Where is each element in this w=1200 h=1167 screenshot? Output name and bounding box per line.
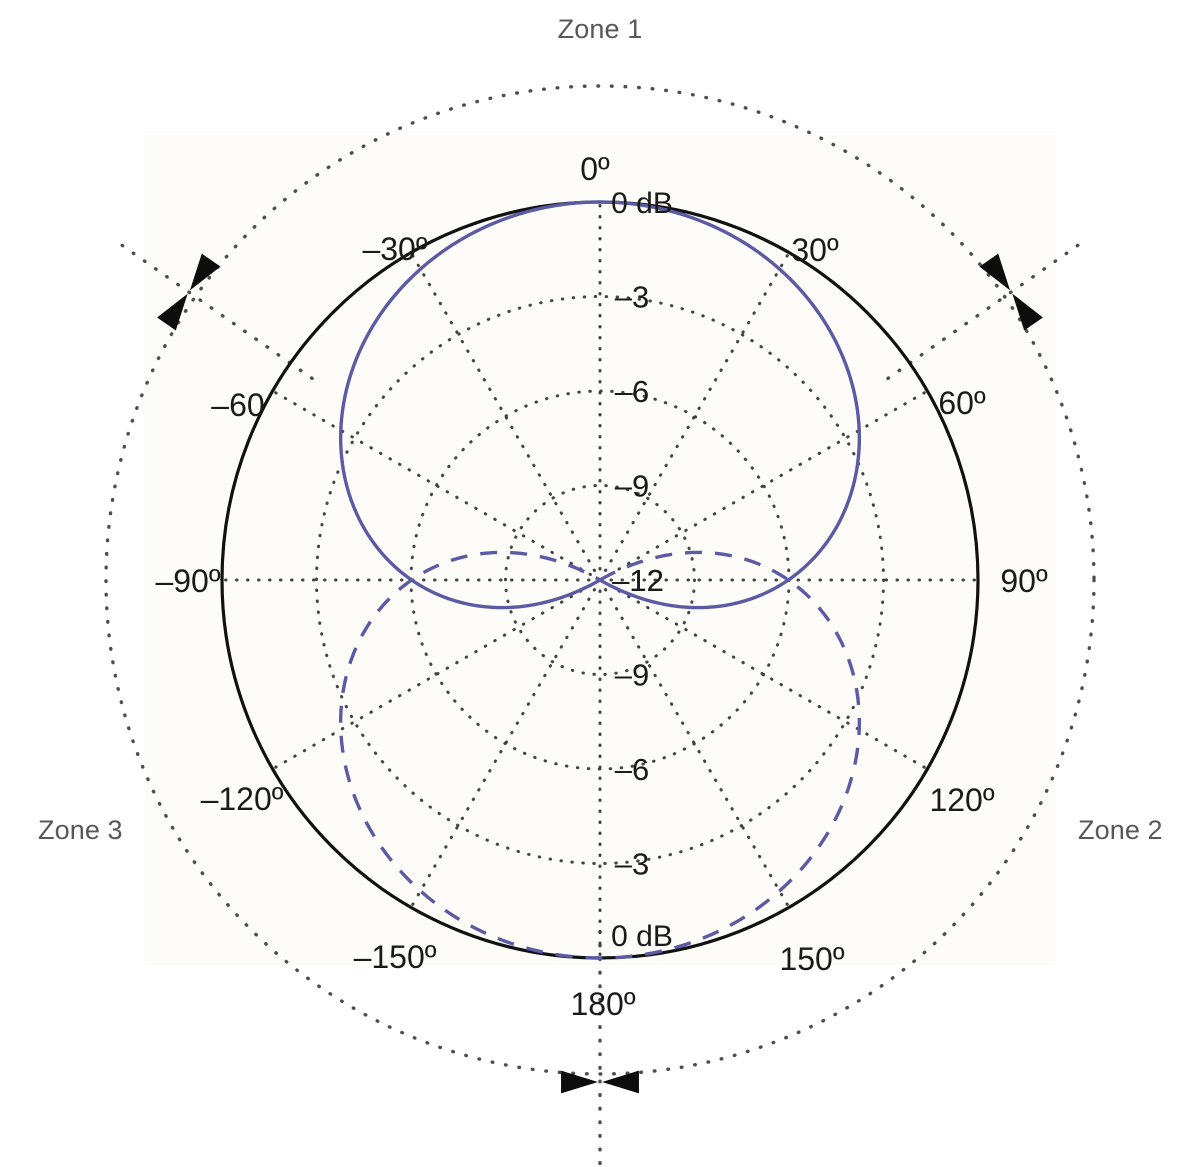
db-tick-label: 0 dB bbox=[611, 920, 673, 953]
db-tick-label: –9 bbox=[615, 469, 649, 504]
zone-2-label: Zone 2 bbox=[1078, 815, 1163, 845]
angle-label-neg60: –60 bbox=[211, 387, 264, 423]
angle-label-60: 60º bbox=[938, 385, 986, 421]
zone-3-label: Zone 3 bbox=[38, 815, 123, 845]
db-tick-label: –9 bbox=[615, 658, 649, 693]
angle-label-120: 120º bbox=[929, 782, 994, 818]
angle-label-neg30: –30º bbox=[362, 231, 427, 267]
angle-label-neg120: –120º bbox=[201, 781, 284, 817]
angle-label-150: 150º bbox=[779, 941, 844, 977]
curve-rearward-cardioid bbox=[338, 550, 862, 960]
zone-boundary-circle bbox=[104, 84, 1096, 1076]
zone-boundary-arrow-icon bbox=[561, 1070, 598, 1094]
db-tick-label: –3 bbox=[615, 280, 649, 315]
angle-label-180: 180º bbox=[570, 986, 635, 1022]
db-tick-label: –6 bbox=[615, 374, 649, 409]
db-tick-label: –12 bbox=[612, 563, 664, 598]
zone-1-label: Zone 1 bbox=[557, 14, 643, 44]
db-tick-label: –6 bbox=[615, 752, 649, 787]
zone-boundary-arrow-icon bbox=[1012, 293, 1043, 331]
zone-boundary-arrow-icon bbox=[602, 1070, 639, 1094]
radial-gridline-circle bbox=[504, 484, 696, 676]
angular-gridline bbox=[886, 239, 1085, 381]
angular-gridline bbox=[115, 239, 314, 381]
zone-boundary-arrow-icon bbox=[157, 293, 188, 331]
angle-label-neg150: –150º bbox=[354, 939, 437, 975]
zone-boundary-arrow-icon bbox=[979, 253, 1011, 291]
db-tick-label: –3 bbox=[615, 847, 649, 882]
db-tick-label: –12 bbox=[612, 563, 664, 598]
angle-label-0: 0º bbox=[580, 151, 610, 187]
angle-label-90: 90º bbox=[1000, 563, 1048, 599]
zone-boundary-arrow-icon bbox=[189, 253, 221, 291]
radial-gridline-circle bbox=[315, 295, 885, 865]
db-tick-label: 0 dB bbox=[611, 187, 673, 220]
angle-label-neg90: –90º bbox=[155, 563, 220, 599]
angle-label-30: 30º bbox=[791, 232, 839, 268]
